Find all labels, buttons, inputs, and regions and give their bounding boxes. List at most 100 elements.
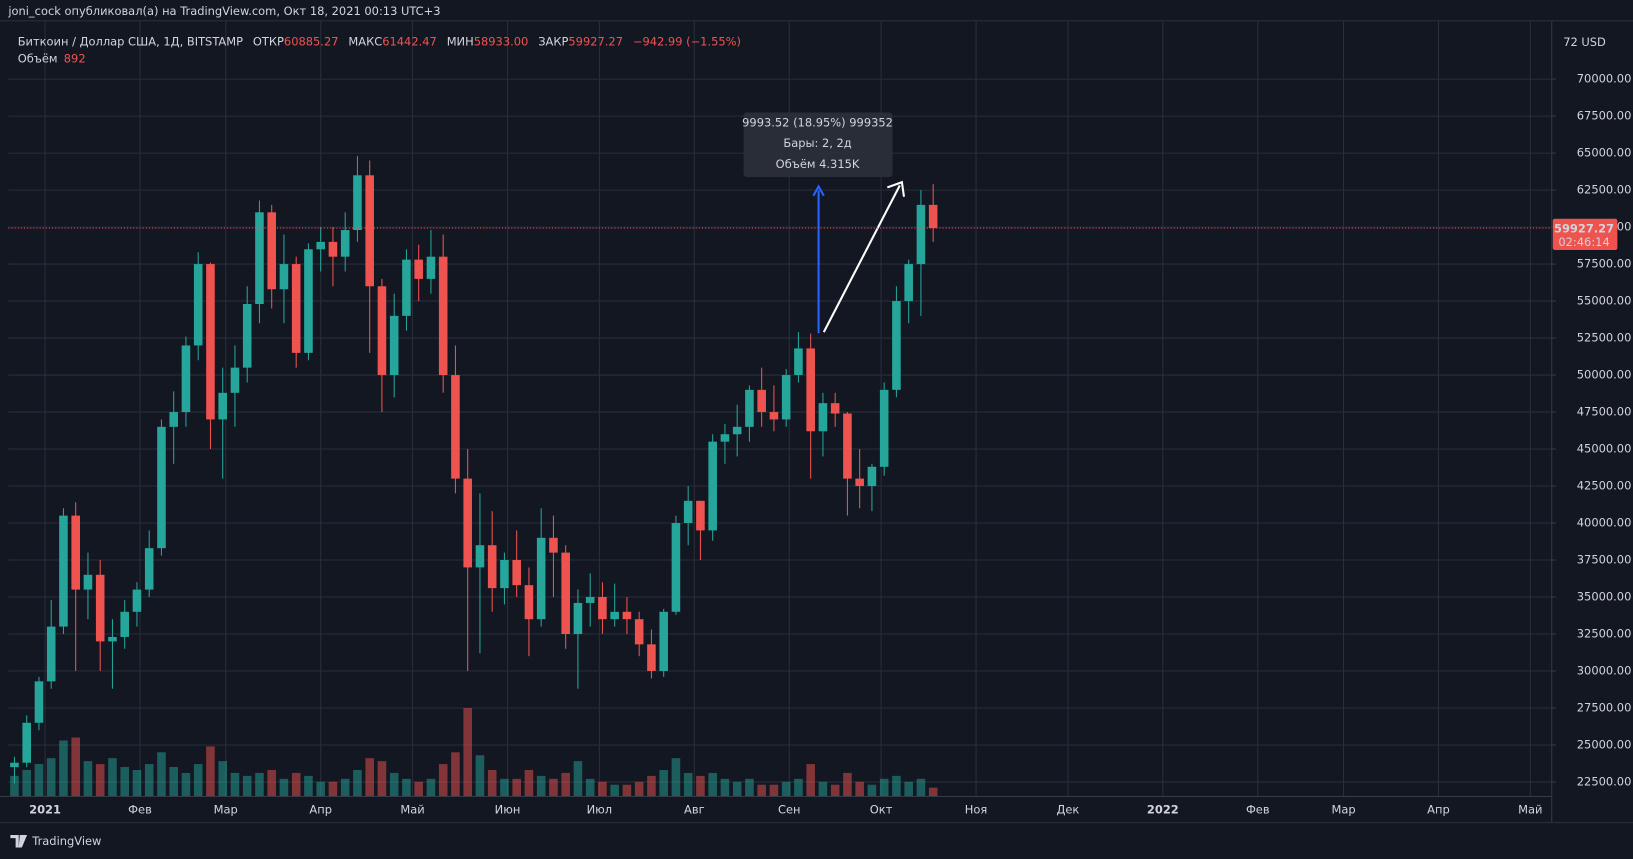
x-tick-label: Апр: [309, 803, 332, 817]
volume-bar: [255, 772, 264, 797]
candle-body: [647, 644, 656, 671]
volume-bar: [879, 778, 889, 797]
volume-bar: [279, 778, 289, 797]
candle-body: [720, 434, 730, 442]
volume-bar: [720, 778, 730, 797]
candle-body: [745, 389, 754, 427]
candle-body: [708, 441, 717, 531]
candle-body: [34, 681, 44, 723]
footer-brand[interactable]: TradingView: [31, 834, 101, 848]
volume-bar: [377, 761, 387, 797]
candle-body: [181, 345, 191, 413]
legend-volume: 892: [64, 51, 86, 65]
volume-bar: [181, 772, 191, 797]
volume-bar: [340, 778, 350, 797]
volume-bar: [169, 767, 178, 797]
volume-bar: [536, 775, 546, 797]
volume-bar: [892, 775, 901, 797]
candle-body: [291, 264, 301, 353]
candle-body: [659, 611, 668, 671]
candle-body: [573, 602, 583, 634]
volume-bar: [512, 778, 521, 797]
volume-bar: [573, 761, 583, 797]
volume-bar: [745, 778, 754, 797]
candle-body: [402, 259, 411, 316]
volume-bar: [402, 778, 411, 797]
volume-bar: [867, 784, 877, 797]
volume-bar: [157, 752, 166, 797]
candle-body: [218, 392, 227, 420]
volume-bar: [500, 778, 509, 797]
volume-bar: [414, 781, 423, 797]
candle-body: [438, 256, 448, 376]
x-tick-label: Май: [400, 803, 424, 817]
candle-body: [95, 574, 105, 642]
x-tick-label: Фев: [128, 803, 152, 817]
candle-body: [157, 426, 166, 549]
x-tick-label: Апр: [1427, 803, 1450, 817]
y-tick-label: 40000.00: [1577, 516, 1632, 530]
candle-body: [671, 523, 681, 612]
volume-bar: [549, 778, 558, 797]
candle-body: [193, 264, 203, 346]
candle-body: [916, 204, 926, 265]
axis-unit[interactable]: 72 USD: [1563, 35, 1606, 49]
volume-layer: [10, 708, 938, 797]
candle-body: [892, 301, 901, 390]
x-tick-label: Июл: [587, 803, 613, 817]
candle-body: [463, 478, 472, 568]
volume-bar: [132, 769, 142, 797]
volume-bar: [818, 781, 828, 797]
x-tick-label: 2022: [1147, 803, 1179, 817]
candle-body: [818, 403, 828, 432]
volume-bar: [267, 769, 276, 797]
volume-bar: [365, 758, 374, 797]
volume-bar: [855, 781, 864, 797]
candle-body: [794, 348, 803, 376]
volume-bar: [389, 772, 399, 797]
volume-bar: [561, 772, 570, 797]
y-tick-label: 57500.00: [1577, 257, 1632, 271]
candle-body: [230, 367, 240, 393]
measure-box: [743, 112, 893, 178]
y-tick-label: 67500.00: [1577, 109, 1632, 123]
legend-open-label: ОТКР: [253, 34, 284, 48]
volume-bar: [426, 778, 436, 797]
volume-bar: [83, 761, 93, 797]
candle-body: [696, 500, 705, 531]
legend-high-label: МАКС: [348, 34, 382, 48]
candle-body: [206, 264, 215, 420]
x-tick-label: Мар: [214, 803, 238, 817]
x-tick-label: Фев: [1246, 803, 1270, 817]
candle-body: [169, 412, 178, 427]
candle-body: [536, 537, 546, 620]
volume-bar: [671, 758, 681, 797]
volume-bar: [916, 778, 926, 797]
y-tick-label: 62500.00: [1577, 183, 1632, 197]
volume-bar: [794, 778, 803, 797]
candle-body: [683, 500, 693, 524]
volume-bar: [781, 781, 791, 797]
candle-body: [867, 466, 877, 487]
candle-body: [879, 389, 889, 467]
candle-body: [304, 249, 313, 353]
volume-bar: [732, 781, 742, 797]
candle-body: [500, 560, 509, 589]
volume-bar: [230, 772, 240, 797]
volume-bar: [95, 764, 105, 797]
candle-body: [328, 241, 338, 257]
volume-bar: [598, 781, 607, 797]
x-tick-label: Дек: [1056, 803, 1079, 817]
volume-bar: [843, 772, 852, 797]
x-tick-label: Ноя: [965, 803, 987, 817]
candle-layer: [10, 156, 938, 784]
volume-bar: [757, 784, 766, 797]
x-tick-label: Сен: [778, 803, 801, 817]
candle-body: [549, 537, 558, 553]
y-tick-label: 52500.00: [1577, 331, 1632, 345]
volume-bar: [769, 784, 779, 797]
volume-bar: [622, 784, 632, 797]
candle-body: [524, 585, 534, 620]
candle-body: [377, 286, 387, 376]
